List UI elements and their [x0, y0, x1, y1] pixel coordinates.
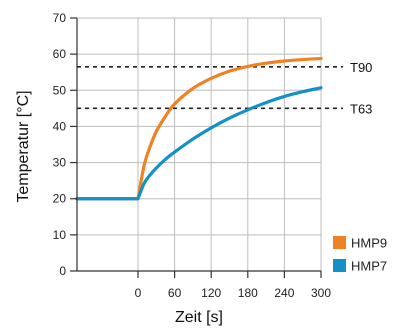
y-tick-label: 20 [53, 192, 67, 206]
reference-label-t90: T90 [350, 60, 372, 75]
y-tick-label: 50 [53, 83, 67, 97]
x-tick-label: 120 [201, 286, 221, 300]
y-tick-label: 60 [53, 47, 67, 61]
legend-swatch-hmp7 [333, 259, 346, 272]
series-lines [75, 56, 323, 201]
y-tick-label: 0 [59, 264, 66, 278]
legend-swatch-hmp9 [333, 236, 346, 249]
y-axis-title: Temperatur [°C] [15, 90, 32, 202]
x-tick-label: 240 [274, 286, 294, 300]
y-tick-label: 10 [53, 228, 67, 242]
x-tick-label: 180 [238, 286, 258, 300]
x-tick-label: 60 [168, 286, 182, 300]
y-tick-label: 30 [53, 156, 67, 170]
y-tick-label: 70 [53, 11, 67, 25]
series-line-hmp7 [75, 86, 323, 201]
legend-label-hmp7: HMP7 [351, 259, 387, 274]
y-tick-label: 40 [53, 119, 67, 133]
reference-label-t63: T63 [350, 101, 372, 116]
axes: 0 10 20 30 40 50 60 70 0 60 120 180 240 300 Zeit [s] Te… [15, 11, 331, 326]
x-tick-label: 0 [135, 286, 142, 300]
x-tick-label: 300 [311, 286, 331, 300]
series-line-hmp9 [75, 56, 323, 201]
grid [77, 17, 322, 272]
legend-label-hmp9: HMP9 [351, 236, 387, 251]
reference-lines: T90 T63 [77, 60, 372, 116]
legend: HMP9 HMP7 [333, 236, 387, 274]
x-axis-title: Zeit [s] [175, 309, 223, 326]
